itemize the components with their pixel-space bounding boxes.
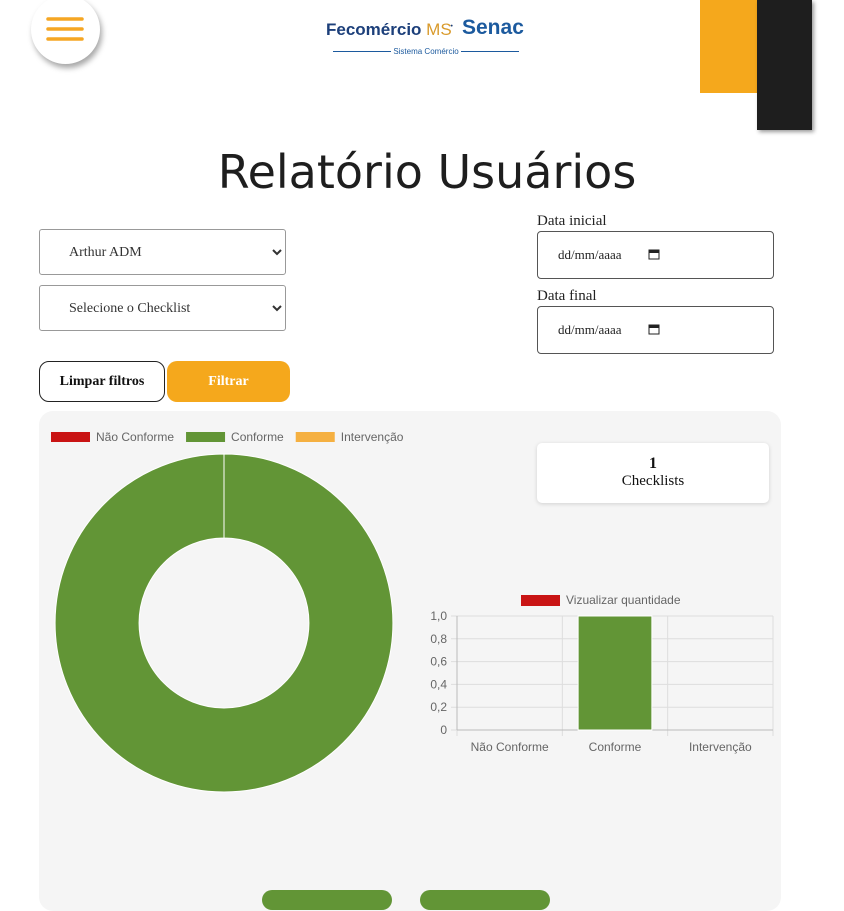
legend-swatch (186, 432, 226, 442)
x-tick-label: Intervenção (689, 740, 752, 754)
calendar-icon (648, 324, 660, 335)
y-tick-label: 0 (440, 723, 447, 737)
logo-left: Fecomércio MS (326, 20, 452, 40)
menu-icon (46, 17, 84, 41)
date-input[interactable]: dd/mm/aaaa (537, 306, 774, 354)
logo-text: MS (426, 20, 452, 39)
x-tick-label: Conforme (589, 740, 642, 754)
y-tick-label: 0,6 (430, 655, 447, 669)
user-select[interactable]: Arthur ADM (39, 229, 286, 275)
clear-button[interactable]: Limpar filtros (39, 361, 165, 402)
decor-orange (700, 0, 757, 93)
summary-label: Checklists (621, 473, 685, 489)
logo-sub: Sistema Comércio (326, 47, 526, 56)
legend-label: Não Conforme (96, 430, 174, 444)
legend-swatch (295, 432, 335, 442)
legend-label: Conforme (231, 430, 284, 444)
logo-right: Senac (462, 16, 524, 39)
y-tick-label: 0,2 (430, 700, 447, 714)
date-label: Data inicial (537, 213, 607, 229)
date-placeholder: dd/mm/aaaa (558, 322, 622, 337)
legend-swatch (51, 432, 90, 442)
donut-segment (54, 453, 394, 793)
logo-sub-text: Sistema Comércio (393, 47, 459, 56)
y-tick-label: 1,0 (430, 609, 447, 623)
y-tick-label: 0,8 (430, 632, 447, 646)
summary-count: 1 (649, 455, 657, 472)
calendar-icon (648, 249, 660, 260)
logo-text: Fecomércio (326, 20, 422, 39)
summary-card: 1 Checklists (537, 443, 769, 503)
date-placeholder: dd/mm/aaaa (558, 247, 622, 262)
logo-dot: · (449, 18, 455, 35)
legend-label: Intervenção (341, 430, 404, 444)
x-tick-label: Não Conforme (471, 740, 549, 754)
page-title: Relatório Usuários (217, 145, 637, 199)
bar (577, 615, 653, 731)
filter-button[interactable]: Filtrar (167, 361, 290, 402)
legend-swatch (521, 595, 560, 606)
legend-label: Vizualizar quantidade (566, 593, 681, 607)
checklist-select[interactable]: Selecione o Checklist (39, 285, 286, 331)
date-input[interactable]: dd/mm/aaaa (537, 231, 774, 279)
date-label: Data final (537, 288, 597, 304)
menu-button[interactable] (31, 0, 100, 64)
y-tick-label: 0,4 (430, 677, 447, 691)
decor-black (757, 0, 812, 130)
